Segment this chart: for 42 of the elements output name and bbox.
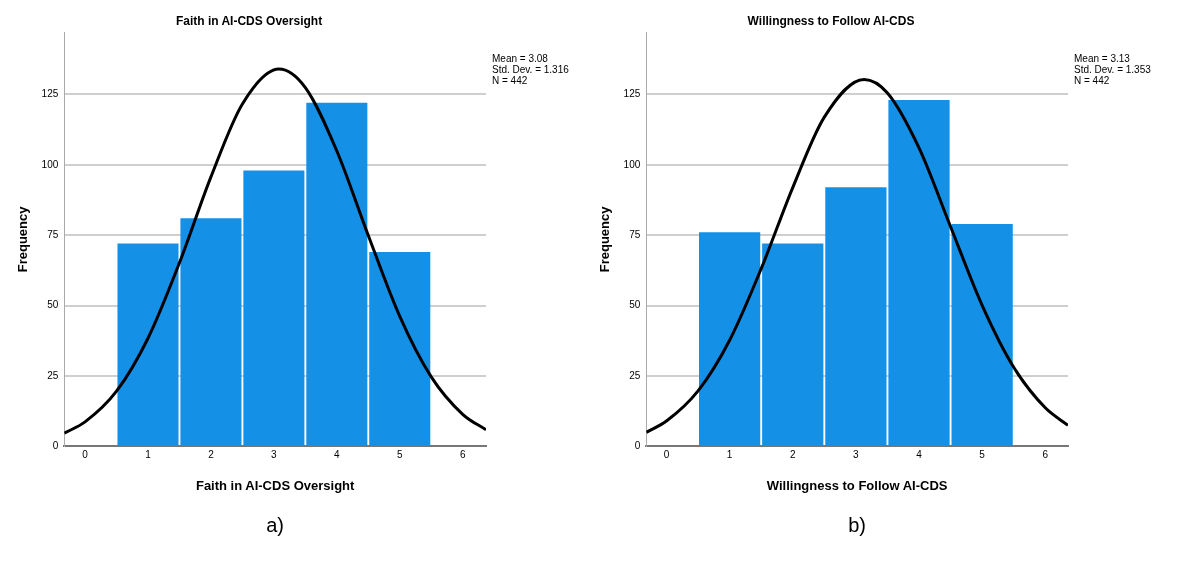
x-tick-label: 5 — [979, 449, 986, 461]
x-tick-label: 0 — [663, 449, 670, 461]
x-tick-label: 4 — [334, 449, 341, 461]
x-axis-title: Faith in AI-CDS Oversight — [195, 477, 356, 493]
y-tick-label: 0 — [52, 440, 59, 452]
y-tick-label: 50 — [47, 299, 59, 311]
x-tick-label: 3 — [271, 449, 278, 461]
x-tick-label: 3 — [853, 449, 860, 461]
x-tick-label: 2 — [789, 449, 796, 461]
x-tick-label: 6 — [459, 449, 466, 461]
y-tick-label: 100 — [41, 158, 59, 170]
text: Std. Dev. = 1.316 — [492, 64, 570, 76]
x-tick-label: 5 — [396, 449, 403, 461]
y-tick-label: 125 — [41, 88, 59, 100]
y-tick-label: 0 — [634, 440, 641, 452]
chart-title: Willingness to Follow AI-CDS — [747, 13, 915, 28]
text: b) — [848, 513, 867, 536]
text: Mean = 3.08 — [492, 53, 549, 65]
text: N = 442 — [1074, 75, 1110, 87]
x-tick-label: 1 — [726, 449, 733, 461]
y-tick-label: 50 — [629, 299, 641, 311]
line-series — [64, 67, 486, 435]
text: Mean = 3.13 — [1074, 53, 1131, 65]
y-tick-label: 125 — [623, 88, 641, 100]
x-tick-label: 6 — [1042, 449, 1049, 461]
line-series — [646, 77, 1068, 434]
x-axis-title: Willingness to Follow AI-CDS — [766, 477, 948, 493]
x-tick-label: 1 — [145, 449, 152, 461]
y-tick-label: 100 — [623, 158, 641, 170]
y-tick-label: 25 — [47, 369, 59, 381]
text: Std. Dev. = 1.353 — [1074, 64, 1152, 76]
text: N = 442 — [492, 75, 528, 87]
y-axis-title: Frequency — [597, 205, 613, 273]
y-tick-label: 75 — [47, 228, 59, 240]
y-axis-title: Frequency — [15, 205, 31, 273]
x-tick-label: 4 — [916, 449, 923, 461]
chart-title: Faith in AI-CDS Oversight — [175, 13, 323, 28]
y-tick-label: 75 — [629, 228, 641, 240]
x-tick-label: 2 — [208, 449, 215, 461]
y-tick-label: 25 — [629, 369, 641, 381]
text: a) — [266, 513, 285, 536]
x-tick-label: 0 — [82, 449, 89, 461]
